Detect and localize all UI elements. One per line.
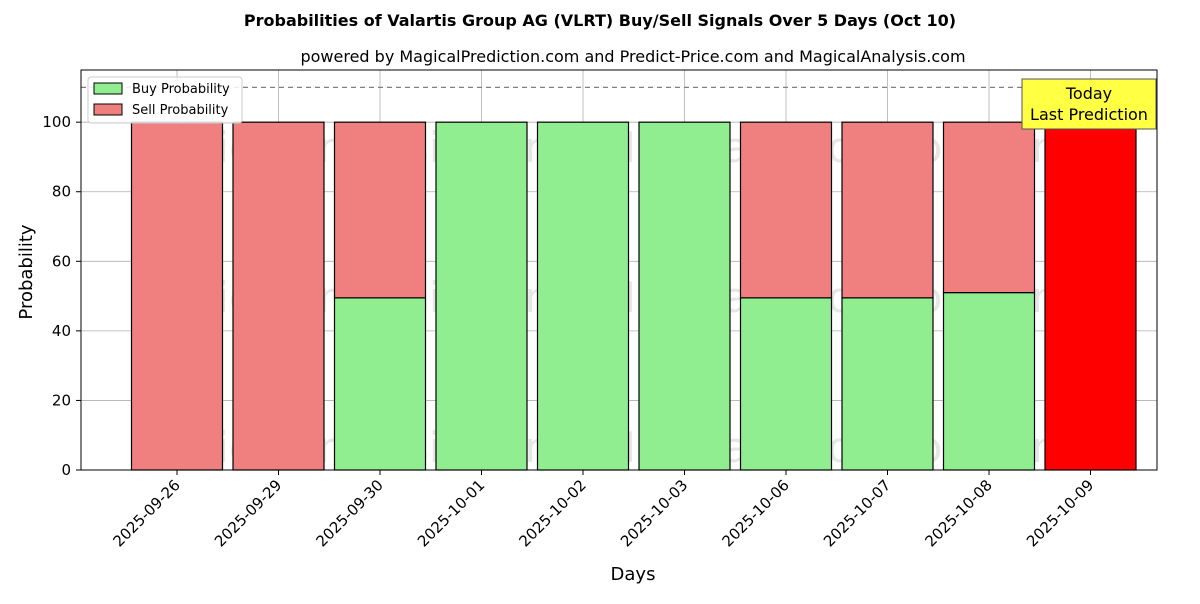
x-axis-label: Days xyxy=(611,564,656,585)
x-tick-label: 2025-09-29 xyxy=(211,476,285,550)
annotation-box xyxy=(1021,78,1157,130)
bar-sell xyxy=(942,121,1036,294)
y-tick-label: 100 xyxy=(42,113,71,131)
bar-buy xyxy=(942,292,1036,471)
legend-label-buy: Buy Probability xyxy=(132,82,230,97)
bar-buy xyxy=(841,297,934,471)
x-tick-label: 2025-10-06 xyxy=(718,476,792,550)
legend-swatch-buy xyxy=(93,82,123,95)
legend-label-sell: Sell Probability xyxy=(132,103,229,118)
bar-buy xyxy=(739,297,833,471)
legend: Buy Probability Sell Probability xyxy=(87,76,243,124)
bar-buy xyxy=(536,121,630,471)
bar-buy xyxy=(435,121,528,471)
y-tick-label: 60 xyxy=(52,252,71,270)
x-tick-label: 2025-09-30 xyxy=(312,476,386,550)
bar-buy xyxy=(333,297,427,471)
chart-title: Probabilities of Valartis Group AG (VLRT… xyxy=(244,11,956,30)
x-tick-label: 2025-10-09 xyxy=(1023,476,1097,550)
x-tick-label: 2025-10-01 xyxy=(414,476,488,550)
bar-sell xyxy=(739,121,833,299)
bars xyxy=(130,121,1137,471)
bar-sell xyxy=(1044,121,1137,471)
x-tick-label: 2025-10-07 xyxy=(820,476,894,550)
y-tick-label: 20 xyxy=(52,391,71,409)
bar-sell xyxy=(232,121,325,471)
annotation-line1: Today xyxy=(1065,84,1112,103)
bar-sell xyxy=(130,121,224,471)
bar-buy xyxy=(638,121,731,471)
x-tick-label: 2025-10-02 xyxy=(515,476,589,550)
y-axis-label: Probability xyxy=(16,224,37,319)
bar-sell xyxy=(841,121,934,299)
legend-box xyxy=(87,76,243,124)
y-tick-label: 80 xyxy=(52,183,71,201)
x-tick-label: 2025-10-08 xyxy=(921,476,995,550)
chart-subtitle: powered by MagicalPrediction.com and Pre… xyxy=(300,47,965,66)
x-tick-label: 2025-09-26 xyxy=(109,476,183,550)
today-annotation: Today Last Prediction xyxy=(1021,78,1157,130)
bar-sell xyxy=(333,121,427,299)
plot-frame xyxy=(80,69,1158,471)
y-tick-label: 0 xyxy=(61,461,71,479)
x-tick-label: 2025-10-03 xyxy=(617,476,691,550)
y-tick-label: 40 xyxy=(52,322,71,340)
legend-swatch-sell xyxy=(93,103,123,116)
annotation-line2: Last Prediction xyxy=(1030,105,1148,124)
